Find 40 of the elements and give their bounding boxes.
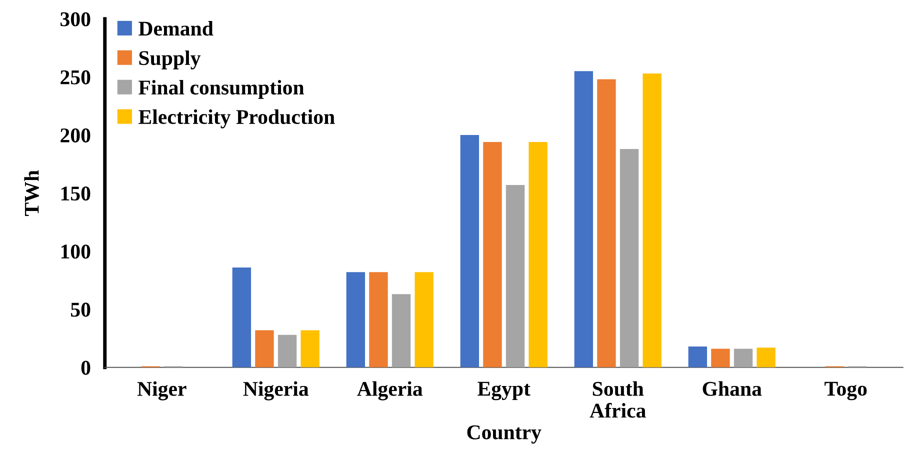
bar <box>255 330 274 368</box>
bar <box>711 348 730 368</box>
bar <box>278 334 297 368</box>
bar <box>232 267 252 368</box>
bar <box>574 71 594 368</box>
bar <box>300 330 320 368</box>
x-tick-label: Ghana <box>702 381 762 396</box>
bar <box>506 184 525 368</box>
bar <box>528 142 548 368</box>
bar <box>392 294 411 368</box>
y-tick-label: 50 <box>70 302 90 317</box>
legend-label: Demand <box>138 21 214 36</box>
x-tick-label: Egypt <box>478 382 530 400</box>
y-tick-label: 150 <box>61 186 90 201</box>
bar <box>756 348 776 368</box>
x-tick-label: Nigeria <box>243 381 309 400</box>
bar <box>483 142 502 368</box>
y-tick-label: 200 <box>60 128 90 142</box>
y-tick-label: 250 <box>60 70 90 84</box>
y-axis-title: TWh <box>24 170 39 216</box>
y-tick-label: 300 <box>60 12 90 26</box>
bar <box>460 135 480 368</box>
bar <box>414 272 434 368</box>
legend-label: Electricity Production <box>138 109 335 128</box>
bar <box>597 79 616 368</box>
y-tick-label: 100 <box>61 244 90 259</box>
x-tick-label: South Africa <box>590 381 646 418</box>
bar <box>346 272 366 368</box>
y-tick-label: 0 <box>81 360 90 375</box>
x-axis-title: Country <box>467 425 542 444</box>
legend-label: Final consumption <box>138 80 304 99</box>
bar <box>369 272 388 368</box>
bar <box>734 348 753 368</box>
legend-label: Supply <box>139 50 201 70</box>
x-tick-label: Niger <box>137 381 186 400</box>
x-tick-label: Togo <box>824 382 867 400</box>
bar <box>642 73 662 368</box>
x-tick-label: Algeria <box>357 381 423 400</box>
bar <box>688 346 708 368</box>
bar <box>620 148 639 368</box>
